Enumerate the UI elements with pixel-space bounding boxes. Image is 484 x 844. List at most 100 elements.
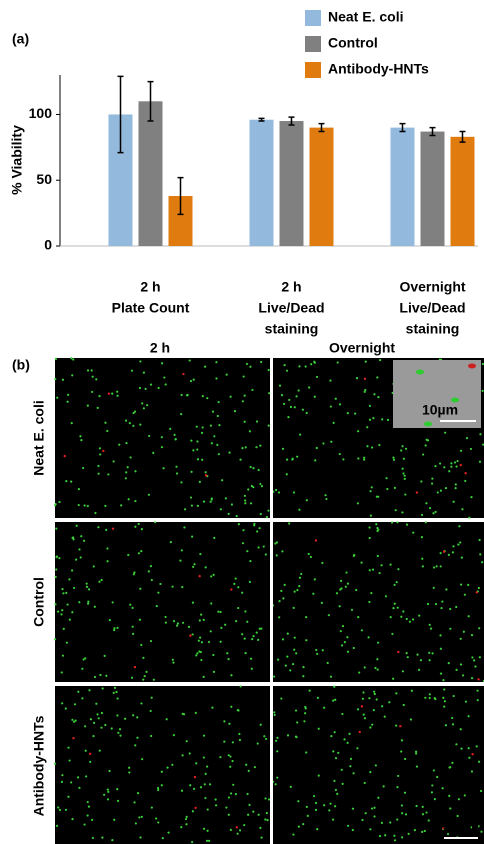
cell-dot xyxy=(356,747,359,750)
inset-cell xyxy=(468,363,476,369)
cell-dot xyxy=(65,641,69,644)
cell-dot xyxy=(296,455,299,458)
cell-dot xyxy=(221,479,224,482)
cell-dot xyxy=(397,774,400,778)
cell-dot xyxy=(341,712,344,716)
cell-dot xyxy=(368,569,371,572)
cell-dot xyxy=(356,708,360,711)
cell-dot xyxy=(231,759,234,763)
cell-dot xyxy=(439,489,442,492)
cell-dot xyxy=(363,458,366,461)
cell-dot xyxy=(408,620,412,623)
cell-dot xyxy=(104,723,107,727)
cell-dot xyxy=(207,839,211,843)
cell-dot xyxy=(116,390,119,393)
cell-dot xyxy=(241,447,244,450)
cell-dot xyxy=(215,361,218,364)
cell-dot xyxy=(134,499,137,503)
cell-dot xyxy=(97,464,100,468)
cell-dot xyxy=(210,498,213,501)
cell-dot xyxy=(316,652,319,655)
cell-dot xyxy=(196,652,199,655)
cell-dot xyxy=(386,487,389,491)
cell-dot xyxy=(396,606,399,609)
cell-dot xyxy=(87,600,90,603)
cell-dot xyxy=(424,696,427,699)
cell-dot xyxy=(292,606,295,609)
cell-dot xyxy=(207,640,211,644)
cell-dot xyxy=(192,378,195,381)
cell-dot xyxy=(376,526,379,530)
cell-dot xyxy=(91,836,94,840)
cell-dot xyxy=(305,639,308,642)
cell-dot xyxy=(66,400,69,403)
cell-dot xyxy=(298,365,301,368)
cell-dot xyxy=(392,607,395,610)
x-tick-label: Overnight xyxy=(399,279,465,295)
cell-dot xyxy=(259,512,262,516)
cell-dot xyxy=(171,763,174,766)
cell-dot xyxy=(212,670,216,673)
cell-dot xyxy=(421,565,424,568)
cell-dot xyxy=(71,718,74,721)
cell-dot xyxy=(249,559,252,563)
cell-dot xyxy=(444,431,447,434)
cell-dot xyxy=(400,804,404,807)
cell-dot xyxy=(476,689,479,692)
cell-dot xyxy=(433,797,436,801)
cell-dot xyxy=(464,700,468,703)
cell-dot xyxy=(449,607,452,611)
cell-dot xyxy=(474,665,477,668)
cell-dot xyxy=(58,557,61,560)
cell-dot xyxy=(327,614,330,617)
cell-dot xyxy=(461,508,464,511)
cell-dot xyxy=(362,713,365,716)
cell-dot xyxy=(364,812,367,815)
cell-dot xyxy=(80,535,83,538)
cell-dot xyxy=(216,414,219,418)
cell-dot xyxy=(229,828,232,831)
cell-dot xyxy=(442,696,445,699)
cell-dot xyxy=(113,686,117,689)
error-bar xyxy=(318,122,325,133)
bar xyxy=(390,127,415,246)
cell-dot xyxy=(273,675,276,678)
cell-dot xyxy=(202,500,206,503)
cell-dot xyxy=(333,731,336,734)
cell-dot xyxy=(361,697,365,700)
cell-dot xyxy=(242,529,245,532)
cell-dot xyxy=(470,676,474,680)
cell-dot xyxy=(463,794,466,797)
cell-dot xyxy=(145,670,148,673)
cell-dot xyxy=(210,442,213,445)
cell-dot xyxy=(370,486,373,489)
cell-dot xyxy=(190,470,193,473)
cell-dot xyxy=(358,671,361,674)
cell-dot xyxy=(332,750,335,753)
cell-dot xyxy=(189,379,193,383)
cell-dot xyxy=(432,512,435,515)
cell-dot xyxy=(322,442,325,445)
cell-dot xyxy=(187,625,191,628)
cell-dot xyxy=(477,678,480,681)
cell-dot xyxy=(98,395,101,398)
cell-dot xyxy=(316,828,319,831)
cell-dot xyxy=(161,362,164,365)
cell-dot xyxy=(459,449,463,452)
cell-dot xyxy=(219,610,222,614)
cell-dot xyxy=(230,674,233,677)
cell-dot xyxy=(439,634,442,637)
cell-dot xyxy=(251,638,254,641)
cell-dot xyxy=(116,626,119,629)
error-bar xyxy=(288,116,295,126)
cell-dot xyxy=(467,715,470,718)
cell-dot xyxy=(285,473,288,476)
cell-dot xyxy=(150,734,153,738)
cell-dot xyxy=(295,652,298,655)
cell-dot xyxy=(475,591,478,594)
cell-dot xyxy=(400,750,403,753)
cell-dot xyxy=(175,624,179,627)
cell-dot xyxy=(173,433,176,437)
cell-dot xyxy=(373,690,376,693)
cell-dot xyxy=(235,826,239,829)
